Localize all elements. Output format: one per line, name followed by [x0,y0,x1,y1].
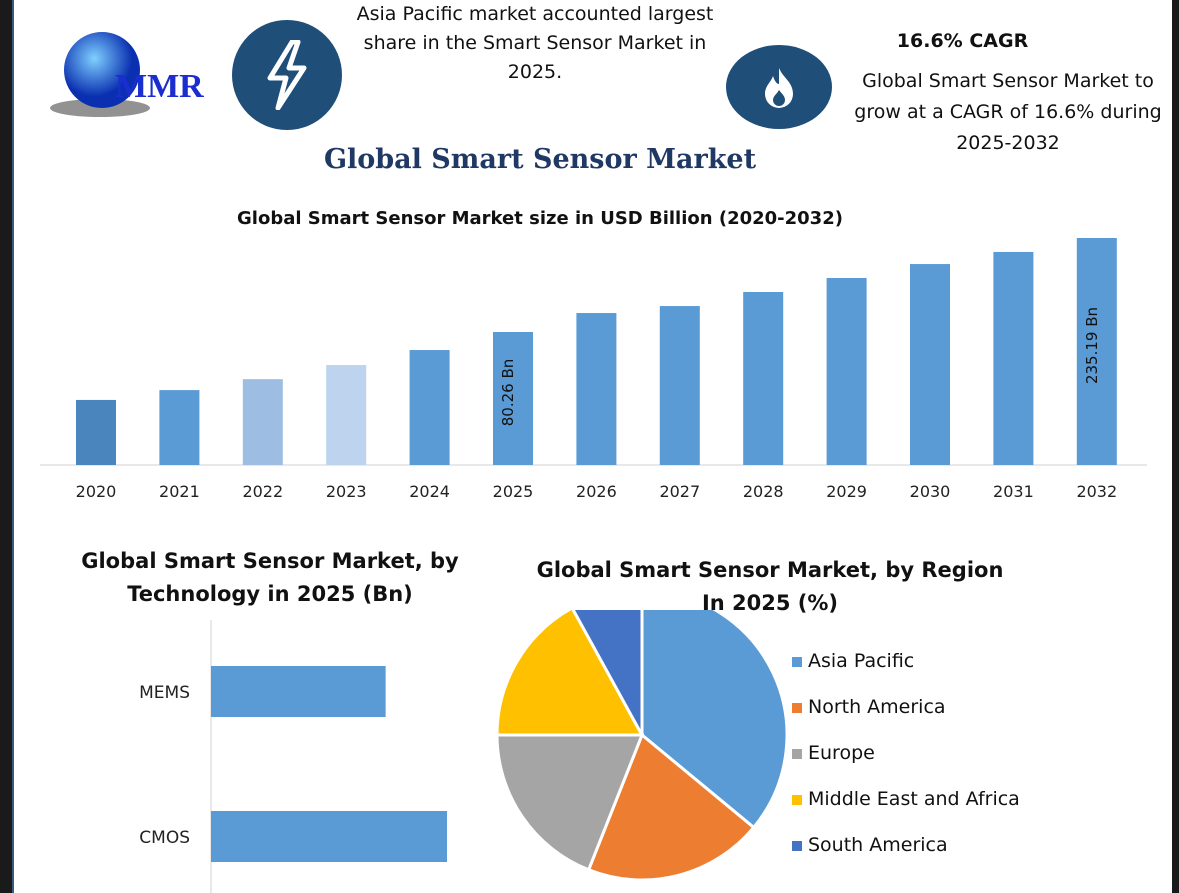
slice-asia-pacific [640,610,789,830]
tick-label: 2028 [743,482,784,501]
category-label: CMOS [139,828,190,848]
tick-label: 2021 [159,482,200,501]
right-border [1172,0,1179,893]
tick-label: 2022 [242,482,283,501]
region-chart-title: Global Smart Sensor Market, by Region In… [536,558,1004,615]
legend-label: Europe [808,742,875,764]
bar-2021 [159,390,200,465]
main-title: Global Smart Sensor Market [323,144,757,175]
tick-label: 2024 [409,482,450,501]
legend-label: Middle East and Africa [808,788,1020,810]
bar-2022 [242,379,283,465]
legend-item: Middle East and Africa [792,788,1020,834]
legend-item: North America [792,696,1020,742]
cagr-title: 16.6% CAGR [896,30,1029,52]
flame-icon [726,45,832,129]
tick-label: 2032 [1076,482,1117,501]
bar-2025 [493,332,533,465]
tick-label: 2027 [659,482,700,501]
legend-label: South America [808,834,948,856]
data-label: 80.26 Bn [499,359,517,427]
region-pie-chart [495,610,789,882]
bar-2026 [576,313,617,465]
bar-2031 [993,251,1034,465]
bar-CMOS [211,811,447,862]
legend-swatch [792,749,802,759]
legend-swatch [792,657,802,667]
tick-label: 2025 [493,482,534,501]
tick-label: 2023 [326,482,367,501]
bar-2032 [1076,238,1117,465]
data-label: 235.19 Bn [1083,307,1101,384]
technology-bar-chart: MEMS CMOS [139,620,447,893]
legend-label: North America [808,696,946,718]
bar-2024 [409,350,450,465]
legend-item: South America [792,834,1020,880]
legend-swatch [792,795,802,805]
category-label: MEMS [139,683,190,703]
legend-label: Asia Pacific [808,650,915,672]
bar-2027 [659,306,700,465]
slice-europe [495,733,645,872]
share-note: Asia Pacific market accounted largest sh… [356,3,714,83]
bar-2023 [326,365,367,465]
svg-text:MMR: MMR [115,68,204,105]
tick-label: 2029 [826,482,867,501]
bar-2029 [826,277,867,465]
mmr-logo: MMR [40,30,225,120]
technology-chart-title: Global Smart Sensor Market, by Technolog… [81,549,459,606]
bar-MEMS [211,666,386,717]
left-border [0,0,14,893]
slice-south-america [571,610,644,736]
lightning-icon [232,20,342,130]
legend-swatch [792,703,802,713]
bar-2020 [76,399,116,465]
bar-chart-title: Global Smart Sensor Market size in USD B… [237,208,843,229]
legend-item: Europe [792,742,1020,788]
market-size-bar-chart: 2020 2021 2022 2023 2024 2025 80.26 Bn 2026 2027… [40,238,1147,501]
tick-label: 2026 [576,482,617,501]
slice-north-america [586,732,756,882]
bar-2028 [743,292,784,465]
legend-swatch [792,841,802,851]
tick-label: 2031 [993,482,1034,501]
pie-legend: Asia Pacific North America Europe Middle Ea… [792,650,1020,880]
tick-label: 2030 [910,482,951,501]
legend-item: Asia Pacific [792,650,1020,696]
tick-label: 2020 [76,482,117,501]
slice-middle-east-and-africa [495,610,645,737]
cagr-note: Global Smart Sensor Market to grow at a … [854,70,1162,154]
bar-2030 [910,264,950,465]
